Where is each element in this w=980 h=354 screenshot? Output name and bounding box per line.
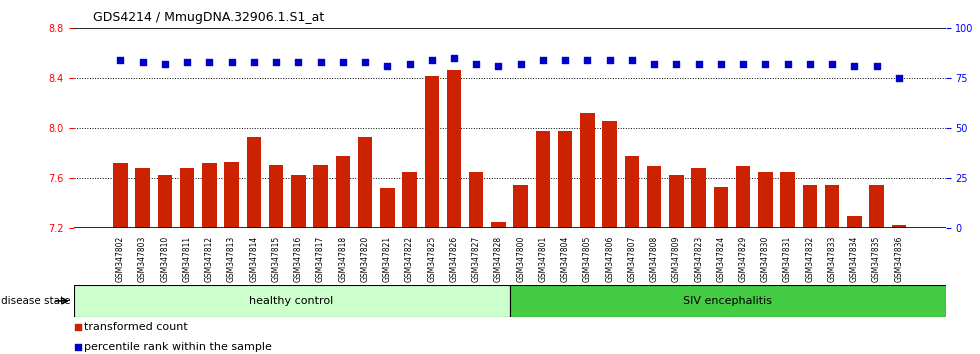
Bar	[224, 162, 239, 228]
Point	[179, 59, 195, 65]
Bar	[647, 166, 662, 228]
Point	[70, 324, 85, 330]
Bar	[158, 175, 172, 228]
Bar	[713, 187, 728, 228]
Point	[824, 62, 840, 67]
Text: percentile rank within the sample: percentile rank within the sample	[84, 342, 272, 352]
Bar	[603, 121, 617, 228]
Point	[313, 59, 328, 65]
Bar	[424, 76, 439, 228]
Bar	[624, 156, 639, 228]
Bar	[380, 188, 395, 228]
Bar	[825, 184, 839, 228]
Point	[847, 63, 862, 69]
Point	[513, 62, 528, 67]
Bar	[736, 166, 751, 228]
Bar	[74, 285, 510, 317]
Point	[647, 62, 662, 67]
Point	[269, 59, 284, 65]
Point	[424, 57, 440, 63]
Bar	[780, 172, 795, 228]
Point	[468, 62, 484, 67]
Point	[70, 344, 85, 349]
Bar	[892, 224, 907, 228]
Bar	[402, 172, 416, 228]
Point	[713, 62, 729, 67]
Point	[691, 62, 707, 67]
Bar	[358, 137, 372, 228]
Point	[246, 59, 262, 65]
Text: GDS4214 / MmugDNA.32906.1.S1_at: GDS4214 / MmugDNA.32906.1.S1_at	[93, 11, 324, 24]
Text: healthy control: healthy control	[250, 296, 333, 306]
Point	[535, 57, 551, 63]
Point	[335, 59, 351, 65]
Bar	[491, 222, 506, 228]
Bar	[469, 172, 483, 228]
Bar	[869, 184, 884, 228]
Bar	[692, 169, 706, 228]
Bar	[314, 165, 327, 228]
Bar	[113, 163, 127, 228]
Point	[135, 59, 151, 65]
Point	[446, 56, 462, 61]
Point	[290, 59, 306, 65]
Bar	[135, 169, 150, 228]
Point	[668, 62, 684, 67]
Bar	[510, 285, 946, 317]
Bar	[291, 175, 306, 228]
Point	[379, 63, 395, 69]
Bar	[180, 169, 194, 228]
Bar	[536, 131, 550, 228]
Point	[113, 57, 128, 63]
Point	[758, 62, 773, 67]
Point	[491, 63, 507, 69]
Point	[780, 62, 796, 67]
Point	[579, 57, 595, 63]
Text: disease state: disease state	[1, 296, 71, 306]
Point	[802, 62, 817, 67]
Point	[624, 57, 640, 63]
Point	[558, 57, 573, 63]
Point	[868, 63, 884, 69]
Bar	[335, 156, 350, 228]
Bar	[759, 172, 772, 228]
Bar	[447, 70, 462, 228]
Point	[735, 62, 751, 67]
Bar	[202, 163, 217, 228]
Bar	[803, 184, 817, 228]
Bar	[269, 165, 283, 228]
Text: transformed count: transformed count	[84, 322, 188, 332]
Point	[402, 62, 417, 67]
Point	[357, 59, 372, 65]
Point	[157, 62, 172, 67]
Bar	[669, 175, 684, 228]
Text: SIV encephalitis: SIV encephalitis	[683, 296, 772, 306]
Point	[223, 59, 239, 65]
Point	[891, 75, 907, 81]
Bar	[580, 113, 595, 228]
Point	[602, 57, 617, 63]
Point	[202, 59, 218, 65]
Bar	[847, 216, 861, 228]
Bar	[558, 131, 572, 228]
Bar	[514, 184, 528, 228]
Bar	[247, 137, 261, 228]
